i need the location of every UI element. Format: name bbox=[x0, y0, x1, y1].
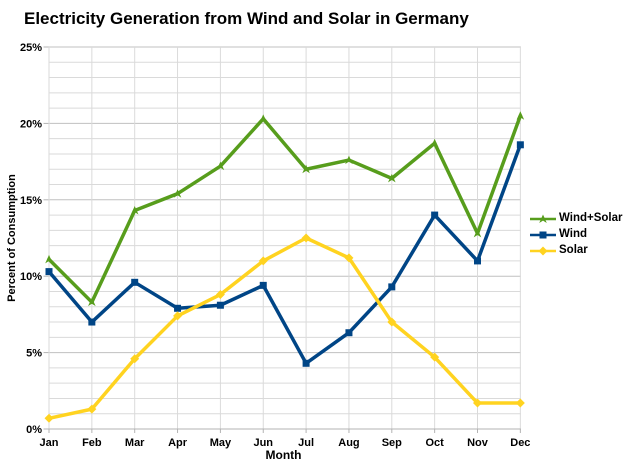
marker-wind-solar bbox=[173, 189, 182, 198]
legend-label-wind-solar: Wind+Solar bbox=[559, 212, 623, 224]
marker-solar bbox=[473, 398, 482, 408]
marker-wind-solar bbox=[88, 297, 96, 307]
marker-wind-solar bbox=[345, 155, 353, 165]
legend-item-wind: Wind bbox=[530, 228, 622, 241]
x-tick-label: Jan bbox=[40, 437, 59, 449]
marker-wind bbox=[474, 257, 481, 265]
marker-wind bbox=[431, 211, 439, 219]
chart-title: Electricity Generation from Wind and Sol… bbox=[24, 9, 469, 28]
marker-solar bbox=[387, 317, 397, 327]
marker-solar bbox=[258, 256, 268, 266]
legend-item-wind-solar: Wind+Solar bbox=[530, 212, 622, 225]
marker-wind-solar bbox=[45, 254, 53, 264]
marker-wind bbox=[259, 281, 267, 289]
marker-wind bbox=[388, 283, 396, 291]
x-tick-label: Feb bbox=[82, 437, 102, 449]
marker-solar bbox=[87, 404, 97, 414]
marker-wind bbox=[216, 301, 224, 309]
marker-wind-solar bbox=[516, 111, 525, 120]
x-axis-title: Month bbox=[265, 448, 302, 462]
marker-wind-solar bbox=[259, 114, 268, 123]
x-tick-label: Jul bbox=[298, 437, 314, 449]
marker-wind bbox=[302, 359, 310, 367]
marker-wind-solar bbox=[216, 161, 225, 171]
x-tick-label: May bbox=[210, 437, 232, 449]
marker-wind bbox=[88, 318, 96, 326]
marker-wind bbox=[345, 329, 353, 337]
series-line-solar bbox=[47, 236, 523, 421]
x-tick-label: Aug bbox=[338, 437, 359, 449]
marker-solar bbox=[344, 253, 354, 263]
marker-wind-solar bbox=[430, 138, 439, 148]
y-tick-label: 5% bbox=[26, 348, 42, 360]
x-tick-label: Sep bbox=[382, 437, 402, 449]
marker-wind-solar bbox=[302, 164, 310, 174]
marker-wind bbox=[45, 268, 53, 276]
marker-solar bbox=[173, 311, 183, 321]
marker-solar bbox=[130, 354, 140, 364]
series-line-wind-solar bbox=[47, 114, 523, 304]
x-tick-label: Dec bbox=[510, 437, 530, 449]
marker-solar bbox=[301, 233, 311, 243]
x-tick-label: Nov bbox=[467, 437, 489, 449]
x-tick-label: Mar bbox=[125, 437, 145, 449]
solar-legend-marker-icon bbox=[530, 246, 556, 255]
marker-wind-solar bbox=[473, 228, 482, 238]
legend: Wind+Solar Wind Solar bbox=[530, 212, 622, 257]
y-tick-label: 0% bbox=[26, 424, 42, 436]
y-tick-label: 20% bbox=[20, 118, 42, 130]
legend-label-wind: Wind bbox=[559, 228, 587, 240]
x-tick-label: Oct bbox=[425, 437, 444, 449]
marker-wind-solar bbox=[388, 173, 396, 183]
y-tick-label: 15% bbox=[20, 195, 42, 207]
y-tick-label: 10% bbox=[20, 271, 42, 283]
wind-solar-legend-marker-icon bbox=[530, 214, 556, 223]
marker-wind-solar bbox=[130, 205, 139, 215]
marker-solar bbox=[430, 352, 440, 362]
legend-item-solar: Solar bbox=[530, 244, 622, 257]
marker-wind bbox=[174, 304, 182, 312]
marker-wind bbox=[131, 278, 139, 286]
wind-legend-marker-icon bbox=[530, 231, 556, 238]
x-tick-label: Jun bbox=[253, 437, 273, 449]
legend-label-solar: Solar bbox=[559, 244, 588, 256]
series-line-wind bbox=[47, 143, 523, 366]
x-tick-label: Apr bbox=[168, 437, 188, 449]
marker-solar bbox=[44, 413, 54, 423]
y-tick-label: 25% bbox=[20, 42, 42, 54]
marker-solar bbox=[215, 290, 225, 300]
marker-wind bbox=[516, 141, 524, 149]
marker-solar bbox=[515, 398, 525, 408]
